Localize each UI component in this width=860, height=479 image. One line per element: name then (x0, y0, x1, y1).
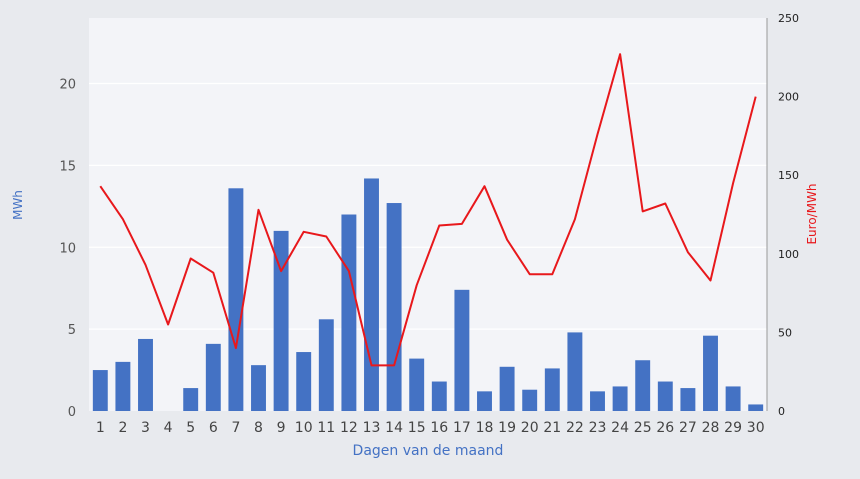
bar-mark (703, 335, 718, 411)
bar-mark (544, 368, 560, 411)
y-right-tick-label: 50 (778, 326, 792, 339)
plot-background (89, 18, 767, 411)
bar-mark (725, 386, 741, 411)
price-line (99, 53, 757, 367)
y-right-tick-labels: 0 50 100 150 200 250 (778, 12, 799, 418)
x-tick-label: 27 (679, 420, 697, 436)
y-left-tick-label: 15 (59, 159, 76, 174)
x-tick-label: 17 (453, 420, 471, 436)
bar-mark (499, 366, 515, 411)
bar-mark (680, 388, 696, 411)
bar-mark (431, 381, 447, 411)
y-right-tick-label: 100 (778, 248, 799, 261)
bar-mark (567, 332, 583, 411)
x-tick-label: 30 (747, 420, 765, 436)
bar-mark (115, 361, 131, 411)
bar-mark (635, 360, 651, 411)
x-tick-label: 20 (521, 420, 539, 436)
bar-mark (296, 352, 312, 411)
bar-mark (341, 214, 357, 411)
x-tick-labels: 1 2 3 4 5 6 7 8 9 10 11 12 13 14 15 16 17 18 19 20 21 22 23 24 2… (96, 420, 765, 436)
bar-mark (454, 289, 470, 411)
y-right-tick-label: 200 (778, 91, 799, 104)
x-tick-label: 2 (118, 420, 127, 436)
x-tick-label: 1 (96, 420, 105, 436)
x-tick-label: 26 (656, 420, 674, 436)
y-left-tick-label: 0 (68, 405, 76, 420)
x-tick-label: 3 (141, 420, 150, 436)
y-right-tick-label: 150 (778, 169, 799, 182)
bar-mark (590, 391, 605, 411)
x-tick-label: 22 (566, 420, 584, 436)
x-axis-label: Dagen van de maand (353, 443, 504, 459)
x-tick-label: 4 (164, 420, 173, 436)
x-tick-label: 5 (186, 420, 195, 436)
y-left-tick-label: 10 (59, 241, 76, 256)
bar-mark (364, 178, 379, 411)
line-series (99, 53, 757, 367)
y-left-tick-label: 20 (59, 78, 76, 93)
x-tick-label: 28 (702, 420, 720, 436)
y-left-tick-label: 5 (68, 323, 76, 338)
y-left-axis-label: MWh (11, 190, 25, 220)
bar-mark (409, 358, 425, 411)
x-tick-label: 13 (363, 420, 381, 436)
bar-mark (318, 319, 334, 411)
x-tick-label: 7 (231, 420, 240, 436)
x-tick-label: 15 (408, 420, 426, 436)
y-right-tick-label: 0 (778, 405, 785, 418)
bar-mark (92, 370, 108, 411)
bar-series (92, 178, 764, 411)
x-tick-label: 21 (543, 420, 561, 436)
y-left-tick-labels: 0 5 10 15 20 (59, 78, 76, 421)
x-tick-label: 23 (589, 420, 607, 436)
bar-mark (273, 230, 289, 411)
bar-mark (251, 365, 266, 411)
grid-lines (89, 82, 767, 330)
y-right-axis-label: Euro/MWh (805, 183, 819, 244)
x-tick-label: 16 (430, 420, 448, 436)
x-tick-label: 8 (254, 420, 263, 436)
bar-mark (138, 338, 153, 411)
x-tick-label: 25 (634, 420, 652, 436)
bar-mark (657, 381, 673, 411)
bar-mark (748, 404, 764, 411)
bar-mark (205, 343, 221, 411)
x-tick-label: 24 (611, 420, 629, 436)
x-tick-label: 14 (385, 420, 403, 436)
x-tick-label: 11 (317, 420, 335, 436)
x-tick-label: 18 (476, 420, 494, 436)
x-tick-label: 19 (498, 420, 516, 436)
x-tick-label: 12 (340, 420, 358, 436)
x-tick-label: 29 (724, 420, 742, 436)
bar-mark (522, 389, 538, 411)
x-tick-label: 9 (277, 420, 286, 436)
bar-mark (386, 203, 402, 411)
bar-mark (228, 188, 244, 411)
bar-mark (477, 391, 492, 411)
x-tick-label: 10 (295, 420, 313, 436)
x-tick-label: 6 (209, 420, 218, 436)
y-right-tick-label: 250 (778, 12, 799, 25)
bar-mark (183, 388, 199, 411)
bar-mark (612, 386, 628, 411)
